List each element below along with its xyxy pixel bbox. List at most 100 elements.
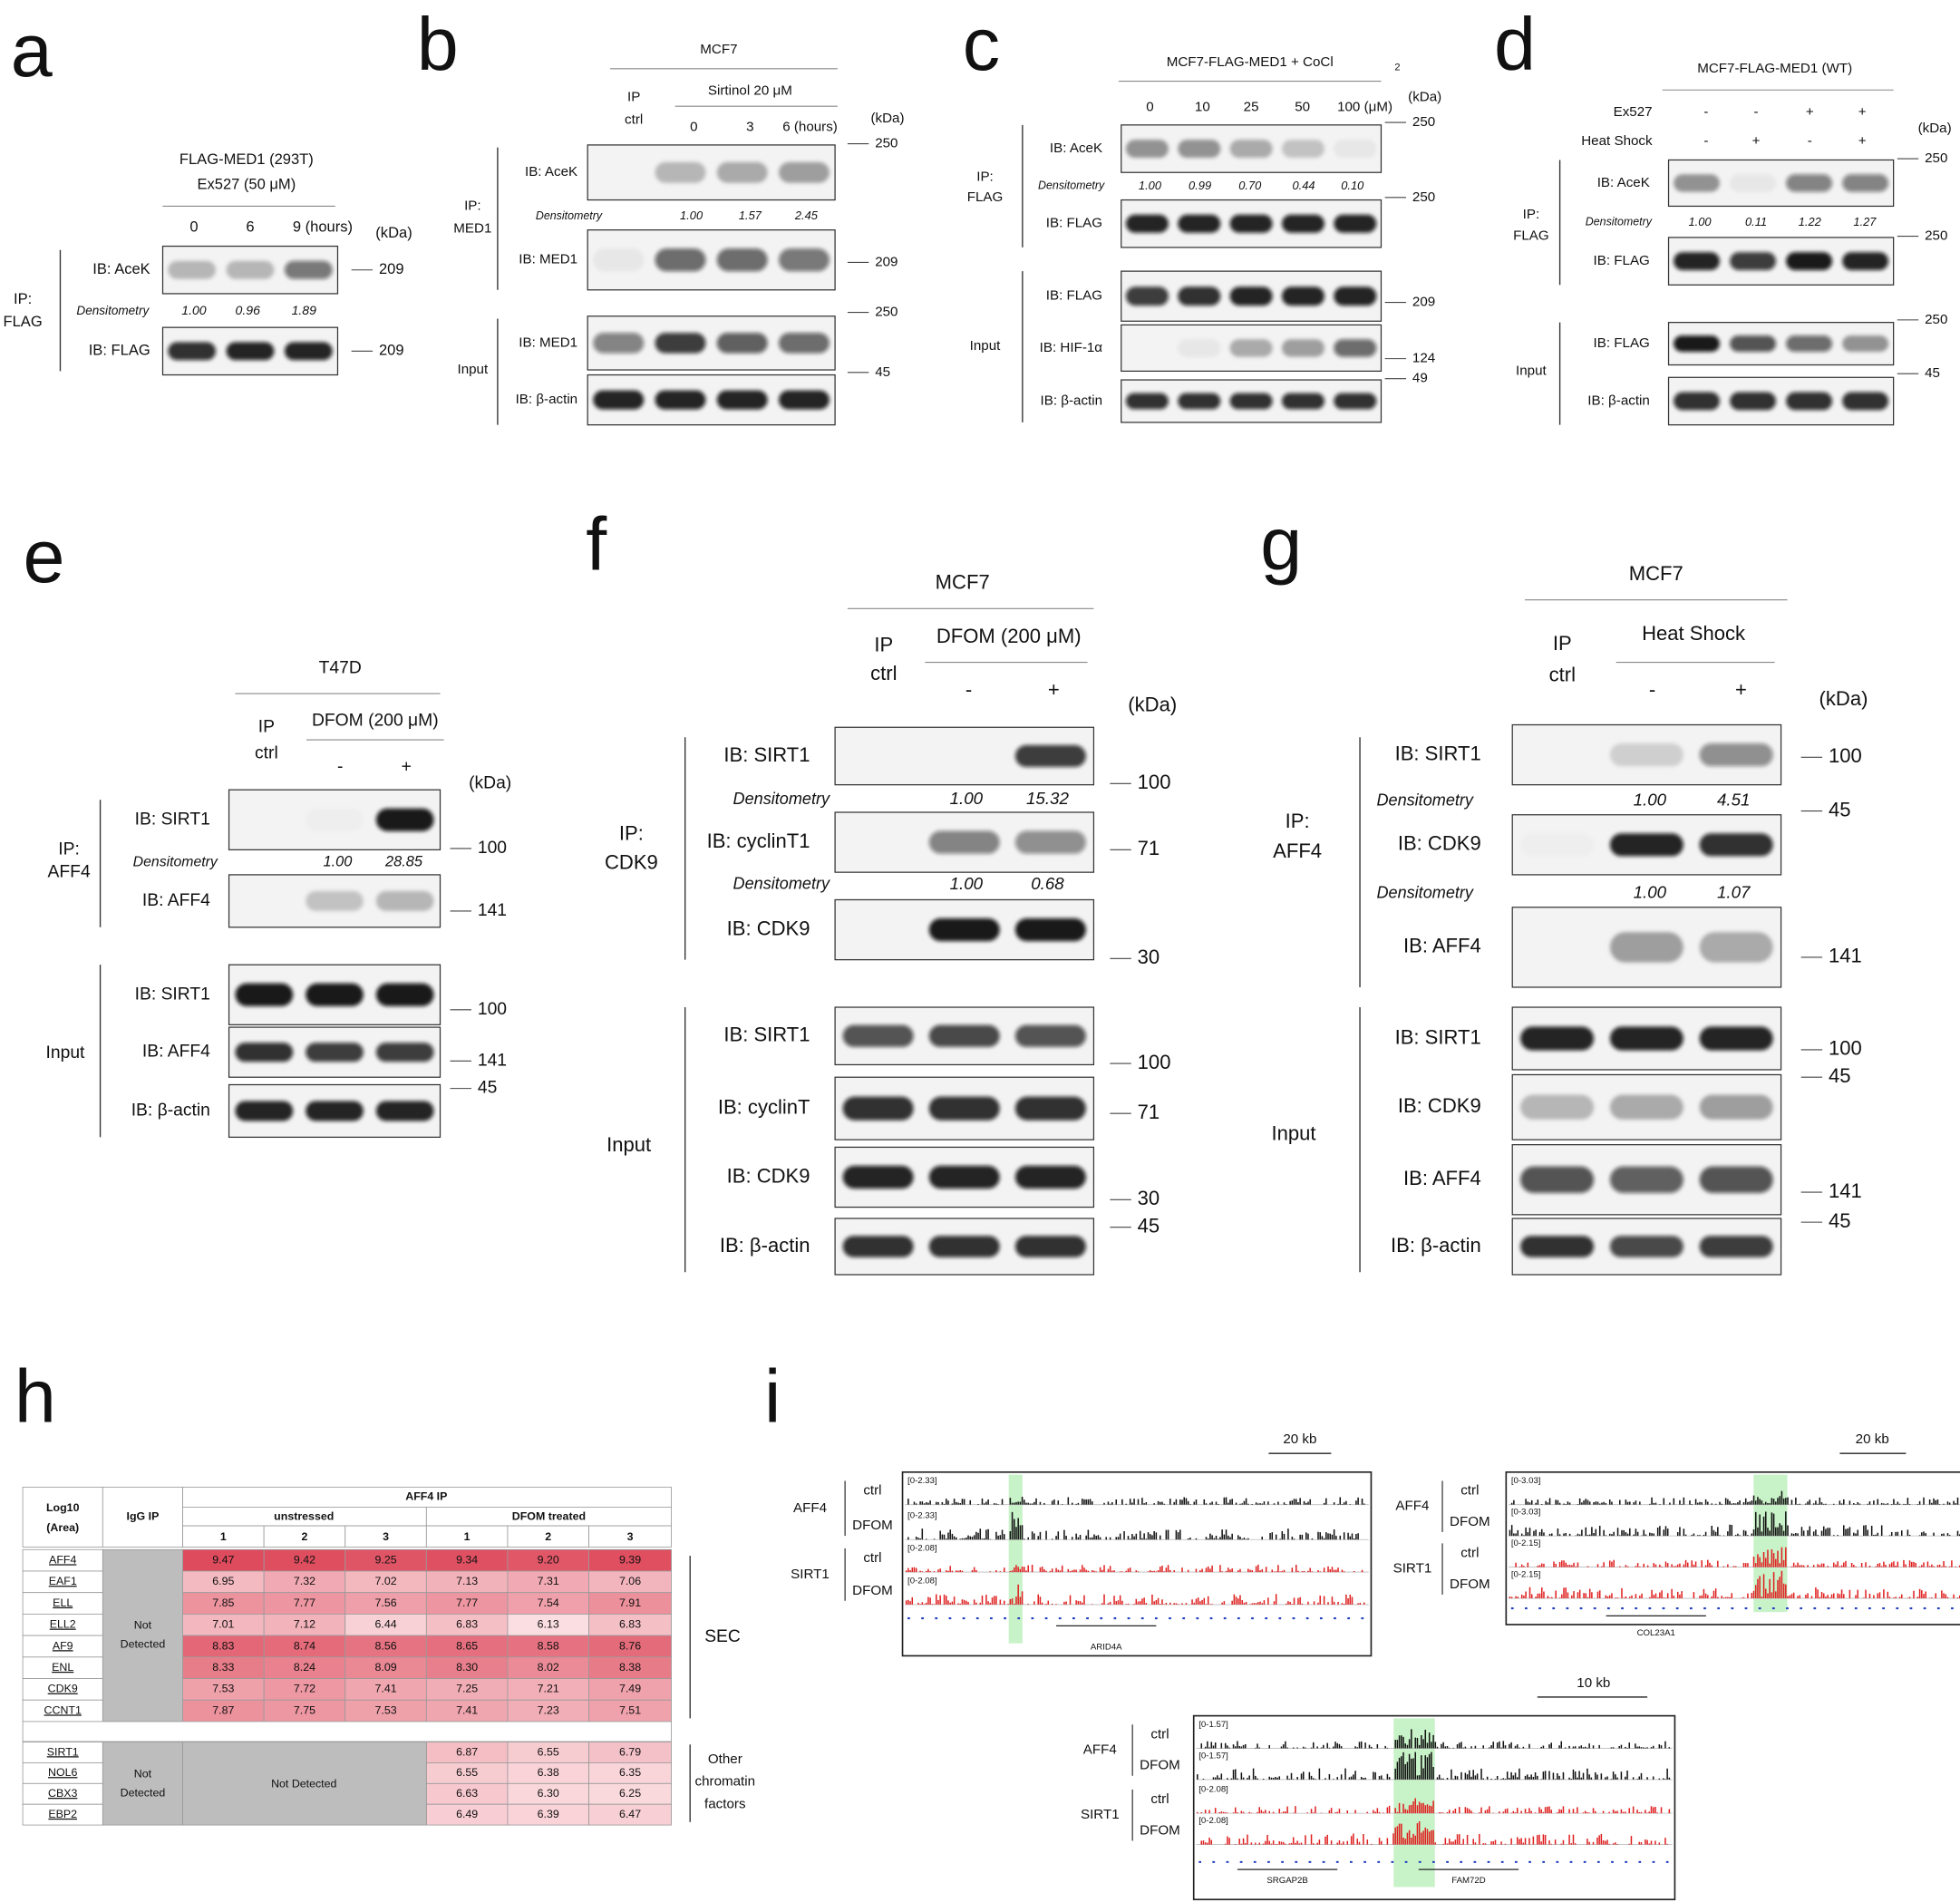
condition-sign: + [1752, 133, 1761, 149]
range-label: [0-2.08] [907, 1543, 937, 1553]
panel-letter: f [586, 501, 607, 586]
table-value: 6.87 [456, 1745, 478, 1758]
table-value: 7.41 [374, 1683, 396, 1695]
blot-band [1730, 335, 1777, 352]
group-label: Other [708, 1752, 742, 1767]
table-value: 7.21 [538, 1683, 559, 1695]
gene-name: AFF4 [49, 1553, 76, 1566]
blot-band [1786, 392, 1833, 411]
table-value: 6.13 [538, 1618, 559, 1631]
table-header: IgG IP [127, 1510, 160, 1523]
gene-name: NOL6 [48, 1766, 77, 1779]
table-value: 6.63 [456, 1787, 478, 1800]
blot-band [842, 1165, 914, 1189]
densitometry-label: Densitometry [76, 304, 150, 317]
blot-label: IB: AFF4 [142, 1043, 210, 1062]
blot-label: IB: AFF4 [142, 891, 210, 910]
blot-band [1281, 140, 1324, 158]
densitometry-value: 1.22 [1799, 215, 1821, 228]
blot-band [1520, 1236, 1595, 1257]
densitometry-value: 0.96 [236, 303, 261, 317]
header-label: 2 [1394, 62, 1400, 73]
kda-marker: 141 [1829, 1179, 1862, 1202]
range-label: [0-3.03] [1511, 1476, 1541, 1486]
table-value: 7.56 [374, 1596, 396, 1609]
blot-band [1014, 744, 1086, 768]
blot-band [1281, 286, 1324, 306]
densitometry-value: 1.27 [1853, 215, 1877, 228]
table-value: 6.83 [456, 1618, 478, 1631]
not-detected: Detected [121, 1786, 166, 1799]
lane-label: 3 [746, 120, 753, 135]
blot-band [1674, 392, 1720, 411]
not-detected: Not [134, 1768, 152, 1781]
blot-label: IB: FLAG [1594, 253, 1650, 268]
table-header: unstressed [274, 1510, 334, 1523]
blot-band [1609, 1026, 1683, 1051]
blot-label: IB: SIRT1 [1395, 742, 1481, 764]
blot-band [1730, 392, 1777, 411]
header-label: ctrl [255, 743, 278, 762]
blot-band [1786, 252, 1833, 271]
blot-band [306, 1101, 364, 1121]
blot-band [1842, 252, 1889, 271]
densitometry-value: 28.85 [384, 853, 423, 869]
group-label: IP: [1286, 810, 1310, 832]
blot-band [1125, 286, 1169, 306]
blot-band [1609, 1166, 1683, 1193]
blot-band [1699, 833, 1773, 857]
not-detected: Not Detected [271, 1778, 336, 1790]
blot-band [1699, 932, 1773, 963]
signal-track [1509, 1511, 1960, 1537]
group-label: Input [1271, 1121, 1315, 1144]
panel-letter: b [417, 2, 459, 86]
blot-band [1014, 830, 1086, 854]
header-label: T47D [319, 659, 362, 678]
table-value: 8.76 [619, 1639, 641, 1652]
blot-label: IB: β-actin [720, 1234, 810, 1257]
signal-track [1197, 1752, 1671, 1780]
gene-name: CBX3 [48, 1787, 77, 1800]
blot-label: IB: AceK [92, 260, 150, 277]
range-label: [0-1.57] [1198, 1751, 1228, 1761]
condition-sign: - [1703, 104, 1708, 120]
table-value: 7.01 [212, 1618, 234, 1631]
kda-marker: 250 [875, 305, 898, 320]
blot-band [226, 260, 275, 279]
blot-label: IB: SIRT1 [135, 810, 210, 829]
table-value: 7.91 [619, 1596, 641, 1609]
blot-band [1229, 140, 1273, 158]
blot-label: IB: β-actin [1587, 393, 1650, 408]
blot-band [235, 1101, 294, 1121]
table-value: 8.24 [294, 1661, 315, 1674]
kda-marker: 250 [1925, 150, 1947, 166]
blot-band [235, 983, 294, 1006]
blot-band [1786, 174, 1833, 192]
table-header: 1 [464, 1530, 471, 1543]
table-value: 7.53 [212, 1683, 234, 1695]
blot-band [593, 248, 645, 272]
table-value: 6.55 [538, 1745, 559, 1758]
factor-label: SIRT1 [1081, 1807, 1120, 1822]
kda-marker: 45 [1925, 365, 1940, 381]
table-value: 6.25 [619, 1787, 641, 1800]
header-label: IP [258, 717, 275, 736]
table-value: 7.87 [212, 1703, 234, 1716]
blot-band [1229, 393, 1273, 410]
blot-band [375, 1101, 434, 1121]
header-label: ctrl [870, 662, 897, 684]
header-label: Sirtinol 20 μM [708, 83, 792, 99]
lane-label: - [965, 678, 972, 701]
densitometry-value: 1.57 [739, 209, 762, 222]
table-value: 7.77 [456, 1596, 478, 1609]
signal-track [1509, 1570, 1960, 1599]
densitometry-value: 4.51 [1717, 791, 1750, 810]
table-value: 8.02 [538, 1661, 559, 1674]
blot-band [1229, 339, 1273, 357]
condition-sign: + [1858, 104, 1867, 120]
blot-band [1699, 743, 1773, 767]
table-cell [22, 1721, 672, 1742]
densitometry-value: 15.32 [1026, 789, 1069, 808]
lane-label: 50 [1295, 100, 1310, 115]
header-label: ctrl [1549, 664, 1576, 686]
